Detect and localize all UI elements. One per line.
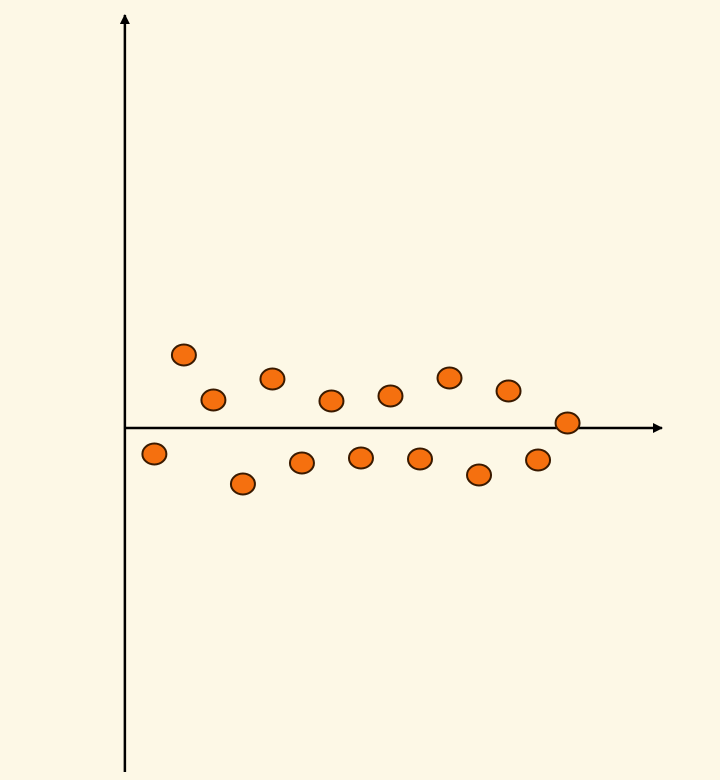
point bbox=[259, 367, 286, 391]
point bbox=[170, 343, 197, 367]
point bbox=[141, 442, 168, 466]
point bbox=[318, 389, 345, 413]
point bbox=[407, 447, 433, 471]
point bbox=[377, 384, 404, 408]
point bbox=[229, 472, 256, 496]
point bbox=[495, 379, 522, 403]
point bbox=[347, 446, 374, 470]
point bbox=[554, 411, 581, 435]
point bbox=[436, 366, 463, 390]
point bbox=[288, 451, 315, 475]
point bbox=[200, 388, 227, 412]
point bbox=[466, 463, 493, 487]
point bbox=[525, 448, 552, 472]
